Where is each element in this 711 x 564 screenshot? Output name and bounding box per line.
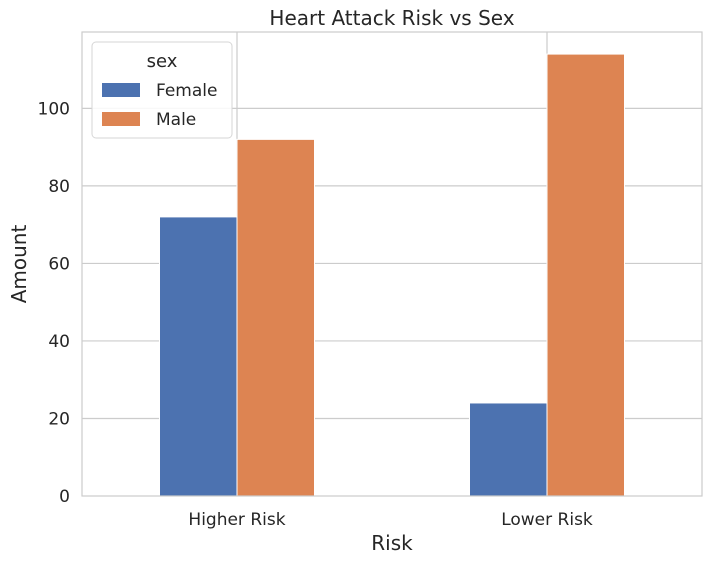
bar-female-higher-risk: [159, 216, 238, 497]
y-tick-labels: 0 20 40 60 80 100: [38, 99, 70, 507]
y-tick-label: 100: [38, 99, 70, 119]
y-axis-label: Amount: [7, 225, 31, 304]
y-tick-label: 60: [48, 254, 70, 274]
plot-frame: [81, 31, 703, 497]
legend-title: sex: [147, 51, 178, 72]
bar-male-higher-risk: [236, 138, 315, 497]
legend-swatch-male: [102, 112, 140, 126]
y-tick-label: 20: [48, 409, 70, 429]
x-tick-label: Lower Risk: [501, 510, 593, 530]
legend-label-female: Female: [156, 81, 217, 101]
y-tick-label: 0: [59, 487, 70, 507]
x-tick-labels: Higher Risk Lower Risk: [188, 510, 593, 530]
y-tick-label: 40: [48, 332, 70, 352]
legend-label-male: Male: [156, 110, 196, 130]
x-tick-label: Higher Risk: [188, 510, 285, 530]
chart-title: Heart Attack Risk vs Sex: [269, 6, 514, 30]
legend-swatch-female: [102, 83, 140, 97]
x-axis-label: Risk: [371, 531, 413, 555]
legend: sex Female Male: [91, 41, 233, 139]
bar-male-lower-risk: [546, 53, 625, 497]
bar-female-lower-risk: [469, 402, 548, 497]
y-tick-label: 80: [48, 177, 70, 197]
